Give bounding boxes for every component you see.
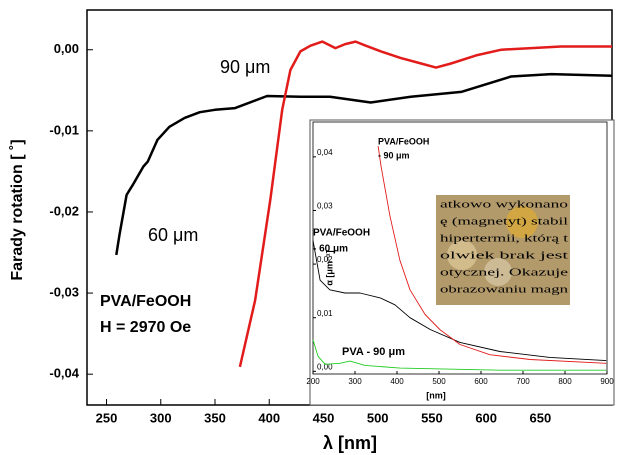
x-tick-label: 550 bbox=[421, 410, 443, 425]
x-tick-label: 250 bbox=[96, 410, 118, 425]
annotation: - 90 μm bbox=[378, 150, 410, 160]
x-axis-label: λ [nm] bbox=[323, 433, 377, 453]
annotation: 60 μm bbox=[148, 225, 198, 245]
annotation: - 60 μm bbox=[313, 244, 348, 255]
annotation: PVA/FeOOH bbox=[100, 293, 191, 310]
y-axis-label: α [μm⁻¹] bbox=[324, 250, 334, 285]
annotation: 90 μm bbox=[220, 57, 270, 77]
y-tick-label: -0,02 bbox=[49, 203, 79, 218]
y-tick-label: -0,01 bbox=[49, 122, 79, 137]
x-tick-label: 600 bbox=[475, 410, 497, 425]
x-tick-label: 500 bbox=[367, 410, 389, 425]
x-tick-label: 700 bbox=[516, 377, 530, 386]
photo-text: olwiek brak jest bbox=[440, 250, 568, 261]
photo-text: obrazowaniu magn bbox=[440, 284, 569, 295]
chart: 250 300 350 400 450 500 550 600 650 0,00 -0,01 -0,0… bbox=[0, 0, 630, 455]
y-tick-label: -0,04 bbox=[49, 366, 79, 381]
x-tick-label: 500 bbox=[432, 377, 446, 386]
x-tick-label: 200 bbox=[306, 377, 320, 386]
annotation: PVA/FeOOH bbox=[378, 136, 429, 146]
annotation: PVA/FeOOH bbox=[313, 228, 370, 239]
photo-text: otycznej. Okazuje bbox=[440, 267, 569, 278]
x-tick-label: 350 bbox=[204, 410, 226, 425]
x-tick-label: 300 bbox=[150, 410, 172, 425]
x-tick-label: 650 bbox=[530, 410, 552, 425]
photo-text: ę (magnetyt) stabil bbox=[440, 216, 568, 227]
x-tick-label: 400 bbox=[390, 377, 404, 386]
photo-text: atkowo wykonano bbox=[440, 199, 568, 210]
y-axis-label: Farady rotation [ ˚] bbox=[9, 139, 26, 280]
y-tick-label: 0,04 bbox=[317, 148, 333, 157]
x-tick-label: 450 bbox=[313, 410, 335, 425]
x-tick-label: 800 bbox=[558, 377, 572, 386]
x-axis-label: [nm] bbox=[426, 390, 446, 400]
y-tick-label: 0,00 bbox=[54, 41, 79, 56]
y-tick-label: 0,01 bbox=[317, 309, 333, 318]
photo-text: hipertermii, którą t bbox=[440, 233, 568, 244]
x-tick-label: 300 bbox=[348, 377, 362, 386]
x-tick-label: 600 bbox=[474, 377, 488, 386]
y-tick-label: 0,03 bbox=[317, 202, 333, 211]
x-tick-label: 400 bbox=[258, 410, 280, 425]
y-tick-label: -0,03 bbox=[49, 285, 79, 300]
x-tick-label: 900 bbox=[600, 377, 614, 386]
annotation: PVA - 90 μm bbox=[342, 346, 405, 358]
annotation: H = 2970 Oe bbox=[100, 319, 191, 336]
